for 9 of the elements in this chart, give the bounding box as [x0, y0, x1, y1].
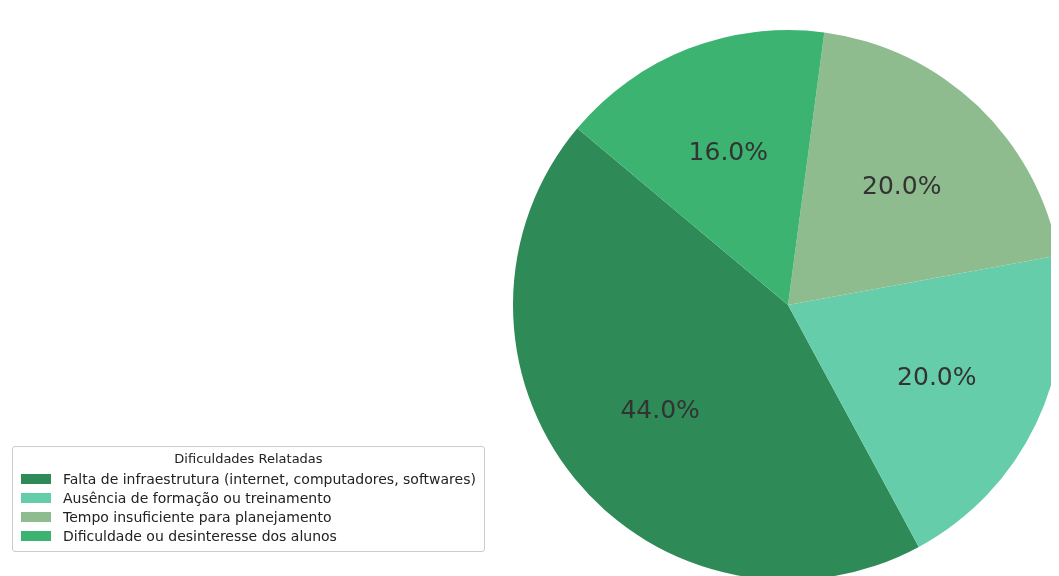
legend-label: Falta de infraestrutura (internet, computadores, softwares): [63, 470, 476, 487]
data-label: 16.0%: [688, 136, 769, 166]
legend-label: Dificuldade ou desinteresse dos alunos: [63, 527, 337, 544]
legend-label: Tempo insuficiente para planejamento: [63, 508, 332, 525]
legend-title: Dificuldades Relatadas: [173, 451, 324, 466]
data-label: 20.0%: [862, 171, 942, 201]
data-label: 20.0%: [897, 361, 977, 391]
data-label: 44.0%: [620, 394, 700, 424]
legend-label: Ausência de formação ou treinamento: [63, 489, 332, 506]
